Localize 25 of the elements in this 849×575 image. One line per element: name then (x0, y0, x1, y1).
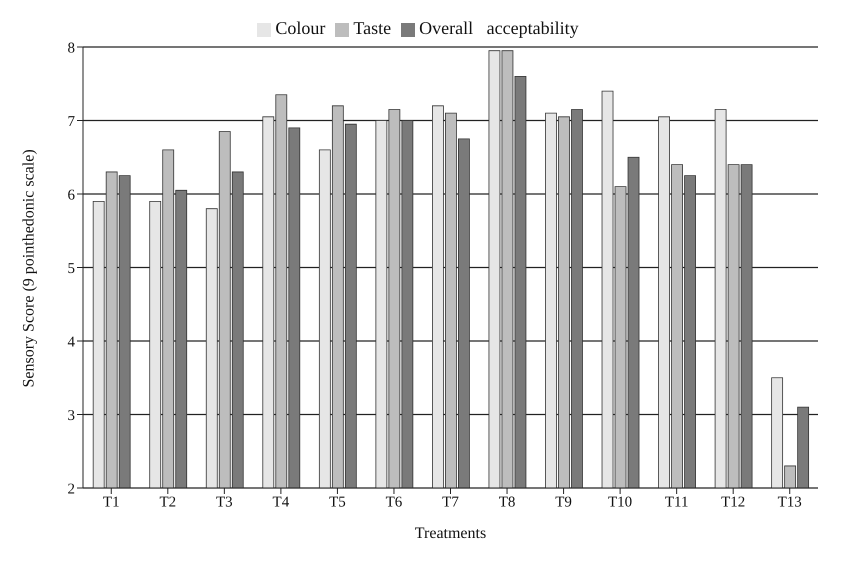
legend-label: Colour (275, 18, 326, 38)
y-tick-label: 4 (68, 334, 76, 350)
y-tick-label: 3 (68, 408, 75, 424)
y-tick-label: 2 (68, 481, 75, 498)
x-tick-label: T1 (102, 494, 120, 511)
x-tick-label: T3 (216, 494, 233, 511)
y-tick-label: 8 (68, 40, 75, 56)
x-tick-label: T13 (778, 494, 802, 511)
x-tick-label: T8 (498, 494, 516, 511)
x-tick-label: T6 (386, 494, 403, 511)
x-tick-label: T11 (664, 494, 688, 511)
x-tick-label: T12 (721, 494, 746, 511)
x-tick-label: T4 (272, 494, 290, 511)
x-axis-title: Treatments (414, 525, 486, 542)
x-tick-label: T9 (555, 494, 572, 511)
y-tick-label: 7 (68, 114, 76, 130)
y-tick-label: 6 (68, 187, 76, 204)
x-tick-label: T5 (329, 494, 346, 511)
x-tick-label: T2 (159, 494, 176, 511)
legend-label: Taste (353, 18, 392, 38)
y-tick-label: 5 (68, 260, 75, 277)
y-axis-title: Sensory Score (9 pointhedonic scale) (20, 149, 38, 388)
x-tick-label: T7 (442, 494, 460, 511)
x-tick-label: T10 (608, 494, 632, 511)
legend-label: Overall acceptability (419, 18, 579, 38)
